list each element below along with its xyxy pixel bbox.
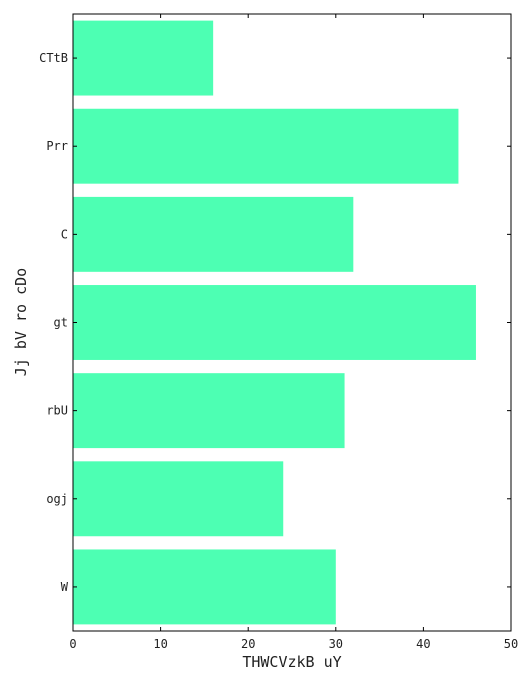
plot-frame: [72, 13, 512, 632]
bar-C: [73, 196, 354, 272]
bar-rbU: [73, 373, 345, 449]
x-axis-label: THWCVzkB uY: [242, 653, 341, 671]
x-tick-label: 0: [69, 637, 76, 651]
y-axis-label: Jj bV ro cDo: [12, 268, 30, 376]
bar-W: [73, 549, 336, 625]
y-tick-label: CTtB: [39, 51, 68, 65]
y-tick-label: ogj: [46, 492, 68, 506]
y-tick-label: rbU: [46, 404, 68, 418]
bar-ogj: [73, 461, 284, 537]
y-tick-label: gt: [54, 316, 68, 330]
x-tick-label: 10: [153, 637, 167, 651]
x-tick-label: 20: [241, 637, 255, 651]
x-tick-label: 50: [504, 637, 518, 651]
y-tick-label: C: [61, 227, 68, 241]
bars-group: [73, 20, 476, 625]
y-tick-label: Prr: [46, 139, 68, 153]
x-tick-label: 30: [329, 637, 343, 651]
y-tick-label: W: [61, 580, 69, 594]
x-tick-label: 40: [416, 637, 430, 651]
bar-CTtB: [73, 20, 214, 96]
bar-gt: [73, 285, 476, 360]
bar-Prr: [73, 108, 459, 184]
